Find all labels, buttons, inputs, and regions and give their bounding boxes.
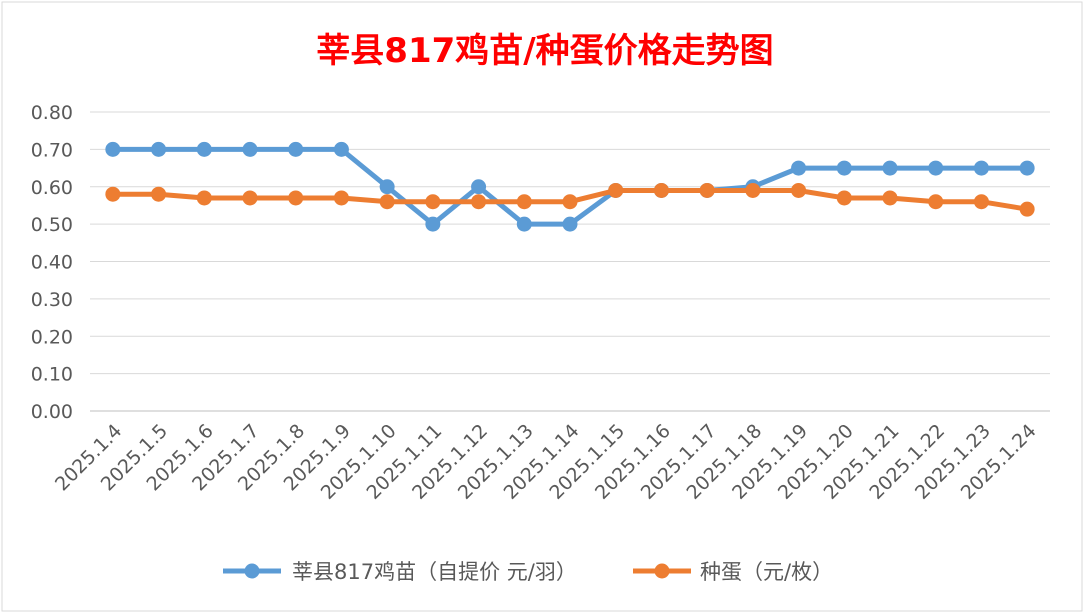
y-axis-ticks: 0.00 0.10 0.20 0.30 0.40 0.50 0.60 0.70 0.80 [31, 102, 73, 423]
y-tick-label: 0.70 [31, 139, 73, 161]
legend-label-series-1: 莘县817鸡苗（自提价 元/羽） [292, 560, 577, 584]
data-point [699, 182, 715, 198]
data-point [928, 160, 944, 176]
data-point [791, 160, 807, 176]
data-point [333, 190, 349, 206]
data-point [836, 190, 852, 206]
chart-title: 莘县817鸡苗/种蛋价格走势图 [316, 31, 773, 71]
data-point [1019, 201, 1035, 217]
data-point [288, 190, 304, 206]
data-point [425, 216, 441, 232]
data-point [516, 194, 532, 210]
legend-marker-series-2 [654, 563, 670, 579]
series-2 [105, 182, 1035, 217]
data-point [608, 182, 624, 198]
data-point [288, 141, 304, 157]
y-tick-label: 0.40 [31, 252, 73, 274]
data-point [242, 141, 258, 157]
data-point [242, 190, 258, 206]
data-point [562, 216, 578, 232]
data-point [471, 194, 487, 210]
data-point [1019, 160, 1035, 176]
data-point [151, 141, 167, 157]
data-point [562, 194, 578, 210]
data-point [745, 182, 761, 198]
data-point [882, 190, 898, 206]
y-tick-label: 0.80 [31, 102, 73, 124]
y-tick-label: 0.60 [31, 177, 73, 199]
data-point [973, 194, 989, 210]
data-point [516, 216, 532, 232]
legend-marker-series-1 [244, 563, 260, 579]
data-point [928, 194, 944, 210]
data-point [379, 194, 395, 210]
data-point [791, 182, 807, 198]
data-point [425, 194, 441, 210]
data-point [653, 182, 669, 198]
data-point [105, 186, 121, 202]
data-point [196, 190, 212, 206]
y-tick-label: 0.20 [31, 326, 73, 348]
data-point [379, 179, 395, 195]
data-point [333, 141, 349, 157]
data-point [196, 141, 212, 157]
data-point [151, 186, 167, 202]
y-tick-label: 0.10 [31, 364, 73, 386]
y-tick-label: 0.30 [31, 289, 73, 311]
data-point [973, 160, 989, 176]
y-tick-label: 0.00 [31, 401, 73, 423]
legend-label-series-2: 种蛋（元/枚） [700, 560, 833, 584]
y-tick-label: 0.50 [31, 214, 73, 236]
legend: 莘县817鸡苗（自提价 元/羽） 种蛋（元/枚） [223, 560, 833, 584]
data-point [105, 141, 121, 157]
series-layer [105, 141, 1035, 232]
data-point [836, 160, 852, 176]
data-point [471, 179, 487, 195]
data-point [882, 160, 898, 176]
